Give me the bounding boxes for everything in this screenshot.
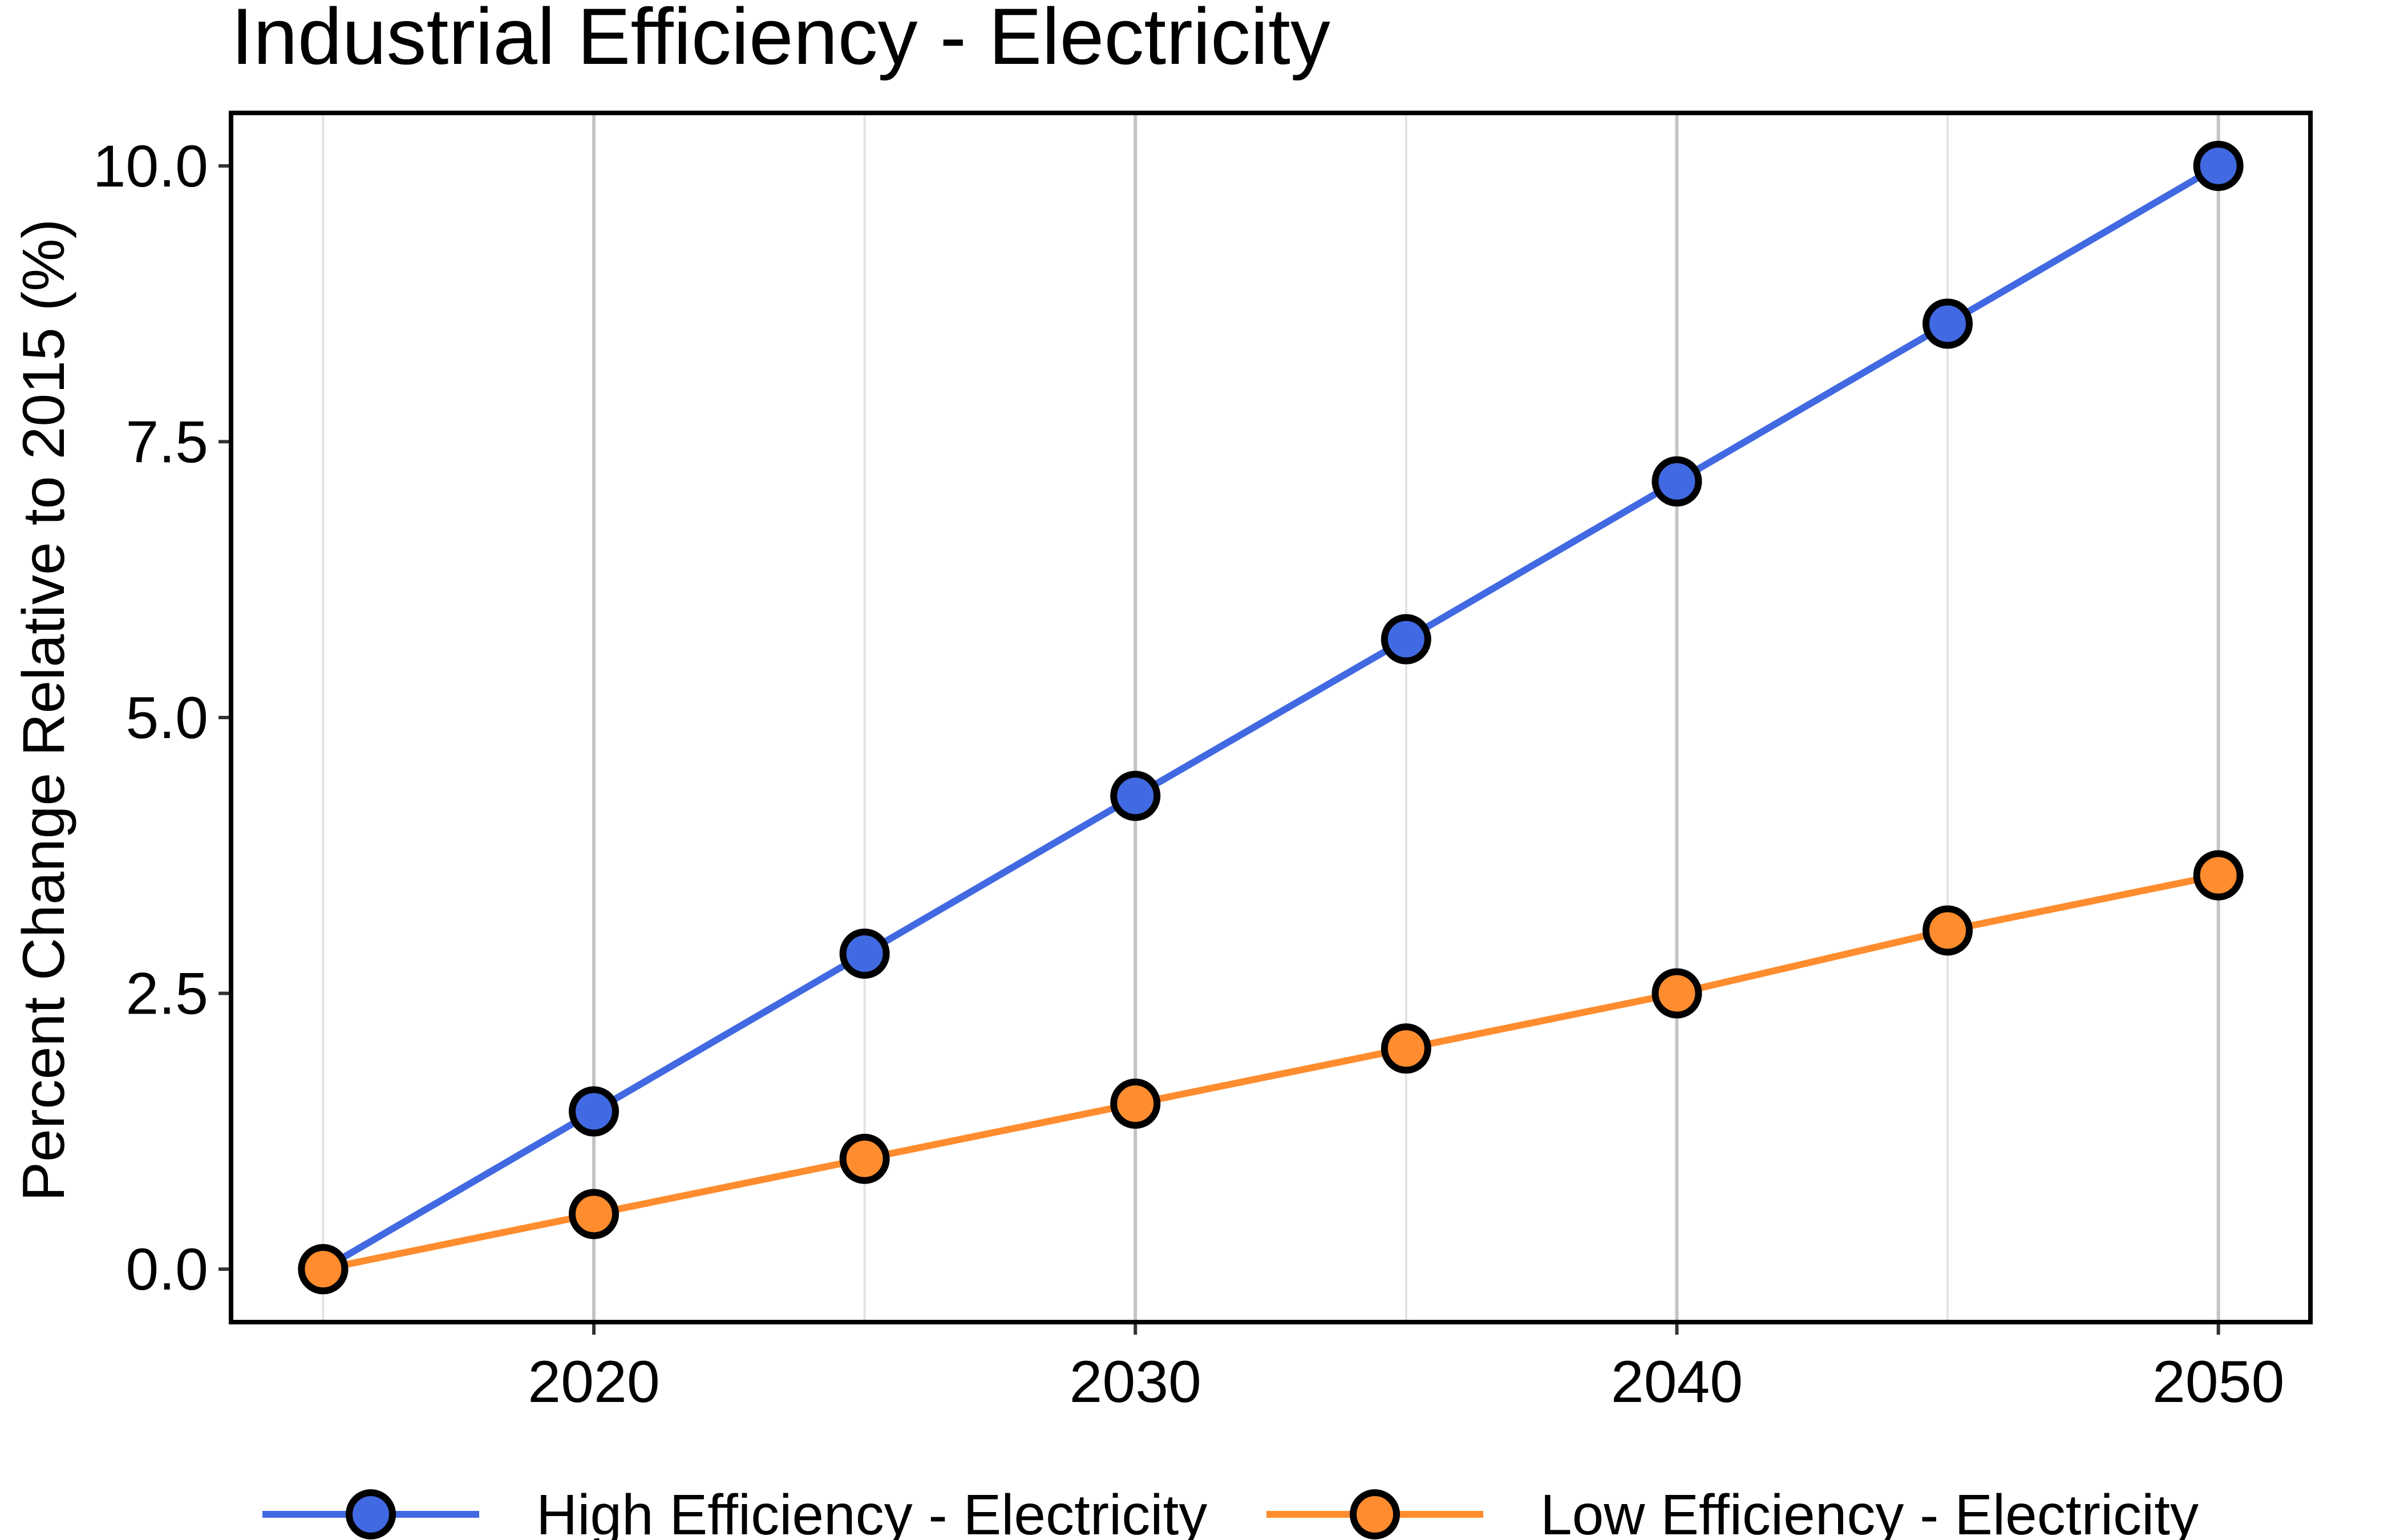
axes: 2020 2030 2040 2050 0.0 2.5 5.0 7.5 10.0: [93, 133, 2285, 1415]
data-point: [1381, 614, 1431, 664]
data-point: [1652, 456, 1702, 507]
data-point: [839, 928, 890, 979]
x-tick-label: 2030: [1070, 1349, 1201, 1415]
series-1: [298, 850, 2244, 1295]
plot-border: [229, 111, 2313, 1324]
y-tick-label: 5.0: [126, 685, 208, 751]
data-point: [839, 1133, 890, 1184]
data-point: [298, 1244, 349, 1295]
x-tick-label: 2020: [528, 1349, 659, 1415]
data-point: [2193, 140, 2244, 191]
series-layer: [298, 140, 2244, 1295]
y-tick-label: 0.0: [126, 1237, 208, 1303]
data-point: [1923, 905, 1973, 956]
x-tick-label: 2050: [2152, 1349, 2284, 1415]
legend-key-marker: [346, 1489, 396, 1539]
legend-label: Low Efficiency - Electricity: [1540, 1483, 2199, 1540]
y-tick-label: 10.0: [93, 133, 208, 200]
data-point: [1110, 1079, 1161, 1129]
data-point: [568, 1189, 619, 1239]
data-point: [1923, 298, 1973, 349]
y-tick-label: 2.5: [126, 961, 208, 1027]
series-line: [321, 163, 2220, 1272]
data-point: [1381, 1023, 1431, 1074]
legend-label: High Efficiency - Electricity: [536, 1483, 1207, 1540]
legend-key-marker: [1350, 1489, 1400, 1539]
series-line: [322, 872, 2219, 1273]
y-axis-title: Percent Change Relative to 2015 (%): [11, 219, 77, 1202]
legend: High Efficiency - Electricity Low Efficie…: [262, 1483, 2199, 1540]
legend-item-1: Low Efficiency - Electricity: [1266, 1483, 2199, 1540]
data-point: [568, 1086, 619, 1137]
data-point: [2193, 850, 2244, 901]
legend-item-0: High Efficiency - Electricity: [262, 1483, 1207, 1540]
chart-title: Industrial Efficiency - Electricity: [231, 0, 1330, 81]
data-point: [1110, 771, 1161, 821]
data-point: [1652, 968, 1702, 1019]
x-tick-label: 2040: [1611, 1349, 1743, 1415]
y-tick-label: 7.5: [126, 409, 208, 475]
